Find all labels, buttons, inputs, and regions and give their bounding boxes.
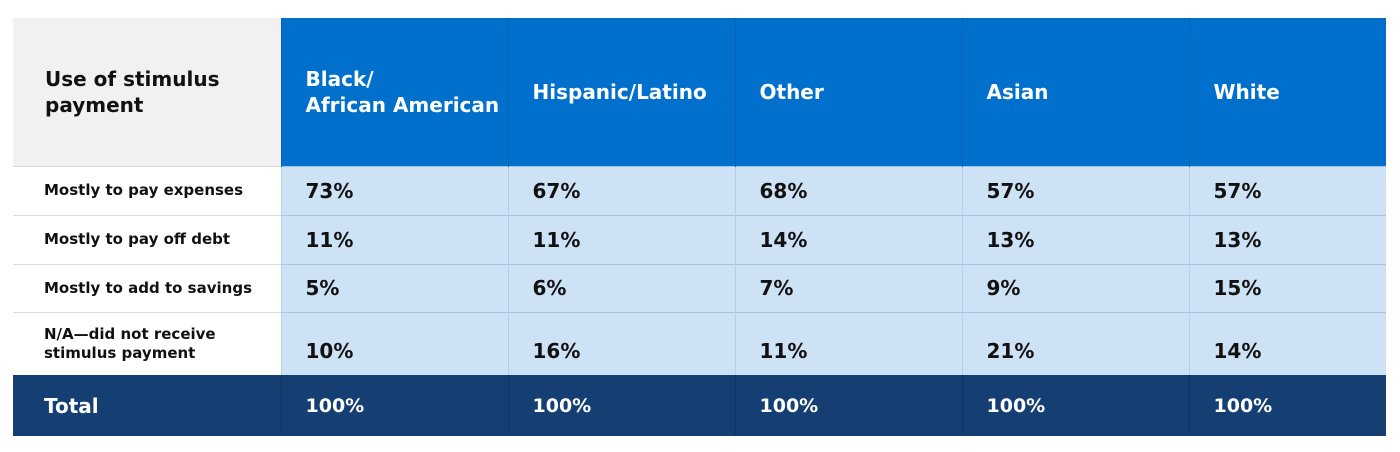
total-label: Total	[13, 375, 281, 436]
table-cell: 13%	[1188, 214, 1386, 264]
table-cell: 15%	[1188, 263, 1386, 312]
table-cell: 16%	[507, 311, 735, 375]
total-cell: 100%	[961, 375, 1189, 436]
total-cell: 100%	[1188, 375, 1386, 436]
table-cell: 11%	[734, 311, 962, 375]
total-row: Total 100% 100% 100% 100% 100%	[13, 375, 1386, 436]
table-cell: 67%	[507, 165, 735, 215]
stimulus-use-table: Use of stimulus payment Black/African Am…	[13, 18, 1386, 436]
table-body: Mostly to pay expenses 73% 67% 68% 57% 57% Mos…	[13, 165, 1386, 375]
column-header-other: Other	[734, 18, 962, 166]
table-cell: 21%	[961, 311, 1189, 375]
total-cell: 100%	[507, 375, 735, 436]
row-label: Mostly to add to savings	[13, 263, 281, 312]
row-label: N/A—did not receive stimulus payment	[13, 311, 281, 375]
header-row: Use of stimulus payment Black/African Am…	[13, 18, 1386, 166]
total-cell: 100%	[280, 375, 508, 436]
table-cell: 11%	[507, 214, 735, 264]
table-cell: 73%	[280, 165, 508, 215]
row-header-label: Use of stimulus payment	[13, 18, 281, 166]
total-cell: 100%	[734, 375, 962, 436]
table-cell: 7%	[734, 263, 962, 312]
table-cell: 10%	[280, 311, 508, 375]
table-row: Mostly to pay expenses 73% 67% 68% 57% 57%	[13, 165, 1386, 215]
table-cell: 14%	[734, 214, 962, 264]
table-row: N/A—did not receive stimulus payment 10% 16…	[13, 311, 1386, 375]
column-header-white: White	[1188, 18, 1386, 166]
row-label: Mostly to pay off debt	[13, 214, 281, 264]
column-header-asian: Asian	[961, 18, 1189, 166]
table-cell: 57%	[961, 165, 1189, 215]
table-cell: 9%	[961, 263, 1189, 312]
table-cell: 5%	[280, 263, 508, 312]
table-cell: 11%	[280, 214, 508, 264]
table-cell: 13%	[961, 214, 1189, 264]
table-row: Mostly to add to savings 5% 6% 7% 9% 15%	[13, 263, 1386, 312]
row-label: Mostly to pay expenses	[13, 165, 281, 215]
table-cell: 14%	[1188, 311, 1386, 375]
column-header-black-african-american: Black/African American	[280, 18, 508, 166]
table-cell: 57%	[1188, 165, 1386, 215]
table-cell: 68%	[734, 165, 962, 215]
table-row: Mostly to pay off debt 11% 11% 14% 13% 13%	[13, 214, 1386, 264]
table-cell: 6%	[507, 263, 735, 312]
column-header-hispanic-latino: Hispanic/Latino	[507, 18, 735, 166]
